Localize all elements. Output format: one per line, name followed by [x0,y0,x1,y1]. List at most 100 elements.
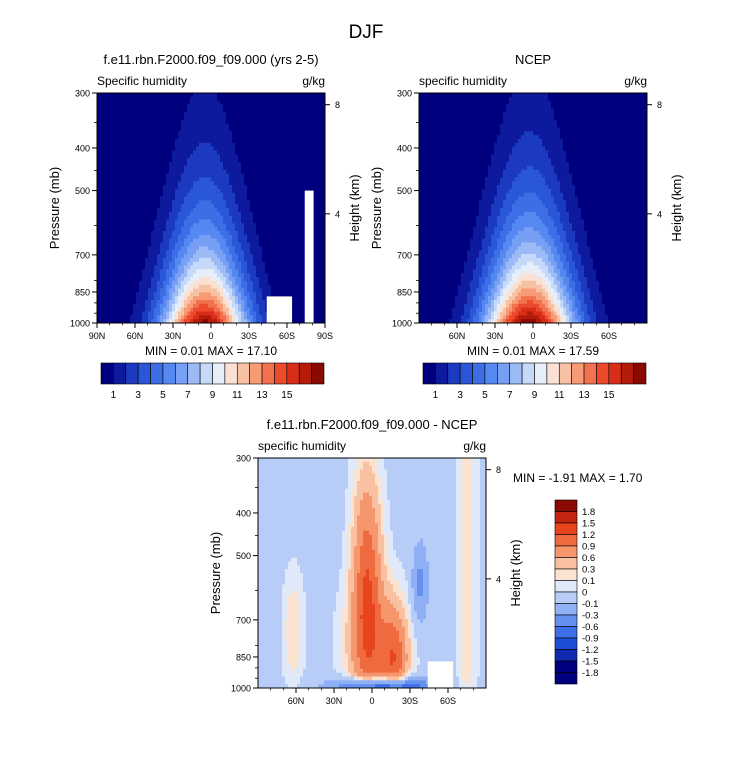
heatmap-cell [280,154,284,159]
heatmap-cell [163,296,167,301]
heatmap-cell [569,100,573,105]
heatmap-cell [259,116,263,121]
heatmap-cell [253,319,257,324]
heatmap-cell [112,211,116,217]
heatmap-cell [274,96,278,102]
heatmap-cell [283,238,287,243]
heatmap-cell [181,196,185,201]
heatmap-cell [151,234,155,240]
heatmap-cell [133,100,137,105]
heatmap-cell [184,127,188,132]
heatmap-cell [190,188,194,194]
heatmap-cell [295,154,299,159]
heatmap-cell [205,280,209,286]
heatmap-cell [145,100,149,105]
heatmap-cell [533,100,537,105]
heatmap-cell [169,273,173,278]
heatmap-cell [253,284,257,289]
heatmap-cell [319,257,323,263]
heatmap-cell [205,116,209,121]
heatmap-cell [172,146,176,151]
heatmap-cell [124,223,128,228]
heatmap-cell [154,112,158,117]
heatmap-cell [226,319,230,324]
heatmap-cell [229,288,233,293]
heatmap-cell [256,162,260,167]
heatmap-cell [292,131,296,136]
heatmap-cell [244,162,248,167]
heatmap-cell [115,292,119,297]
heatmap-cell [199,162,203,167]
heatmap-cell [172,261,176,266]
heatmap-cell [142,242,146,247]
heatmap-cell [97,146,101,151]
heatmap-cell [118,142,122,148]
heatmap-cell [151,158,155,163]
heatmap-cell [178,200,182,205]
heatmap-cell [193,135,197,140]
heatmap-cell [115,108,119,113]
y-tick-label: 850 [75,287,90,297]
heatmap-cell [238,219,242,224]
heatmap-cell [277,162,281,167]
heatmap-cell [190,246,194,251]
heatmap-cell [241,185,245,190]
heatmap-cell [638,93,642,98]
heatmap-cell [106,215,110,220]
heatmap-cell [148,284,152,289]
heatmap-cell [106,131,110,136]
heatmap-cell [235,223,239,228]
heatmap-cell [193,280,197,286]
heatmap-cell [181,208,185,213]
heatmap-cell [235,200,239,205]
heatmap-cell [262,319,266,324]
heatmap-cell [106,104,110,109]
heatmap-cell [115,142,119,148]
heatmap-cell [205,131,209,136]
heatmap-cell [232,257,236,263]
heatmap-cell [130,261,134,266]
heatmap-cell [476,96,480,102]
heatmap-cell [115,254,119,259]
heatmap-cell [422,100,426,105]
heatmap-cell [148,257,152,263]
heatmap-cell [259,177,263,182]
heatmap-cell [112,135,116,140]
heatmap-cell [614,96,618,102]
heatmap-cell [289,146,293,151]
heatmap-cell [286,219,290,224]
heatmap-cell [157,127,161,132]
heatmap-cell [160,93,164,98]
heatmap-cell [319,181,323,186]
heatmap-cell [313,288,317,293]
heatmap-cell [259,273,263,278]
heatmap-cell [307,93,311,98]
heatmap-cell [268,173,272,178]
heatmap-cell [184,96,188,102]
heatmap-cell [145,231,149,236]
heatmap-cell [283,215,287,220]
heatmap-cell [157,273,161,278]
heatmap-cell [268,261,272,266]
heatmap-cell [241,119,245,125]
heatmap-cell [118,284,122,289]
heatmap-cell [106,300,110,305]
heatmap-cell [250,307,254,312]
heatmap-cell [169,311,173,316]
heatmap-cell [142,219,146,224]
heatmap-cell [169,288,173,293]
heatmap-cell [256,242,260,247]
heatmap-cell [181,277,185,282]
heatmap-cell [301,116,305,121]
heatmap-cell [166,234,170,240]
heatmap-cell [160,162,164,167]
heatmap-cell [259,93,263,98]
heatmap-cell [130,162,134,167]
heatmap-cell [184,162,188,167]
heatmap-cell [124,181,128,186]
heatmap-cell [301,188,305,194]
heatmap-cell [578,108,582,113]
heatmap-cell [157,188,161,194]
heatmap-cell [217,200,221,205]
heatmap-cell [154,284,158,289]
